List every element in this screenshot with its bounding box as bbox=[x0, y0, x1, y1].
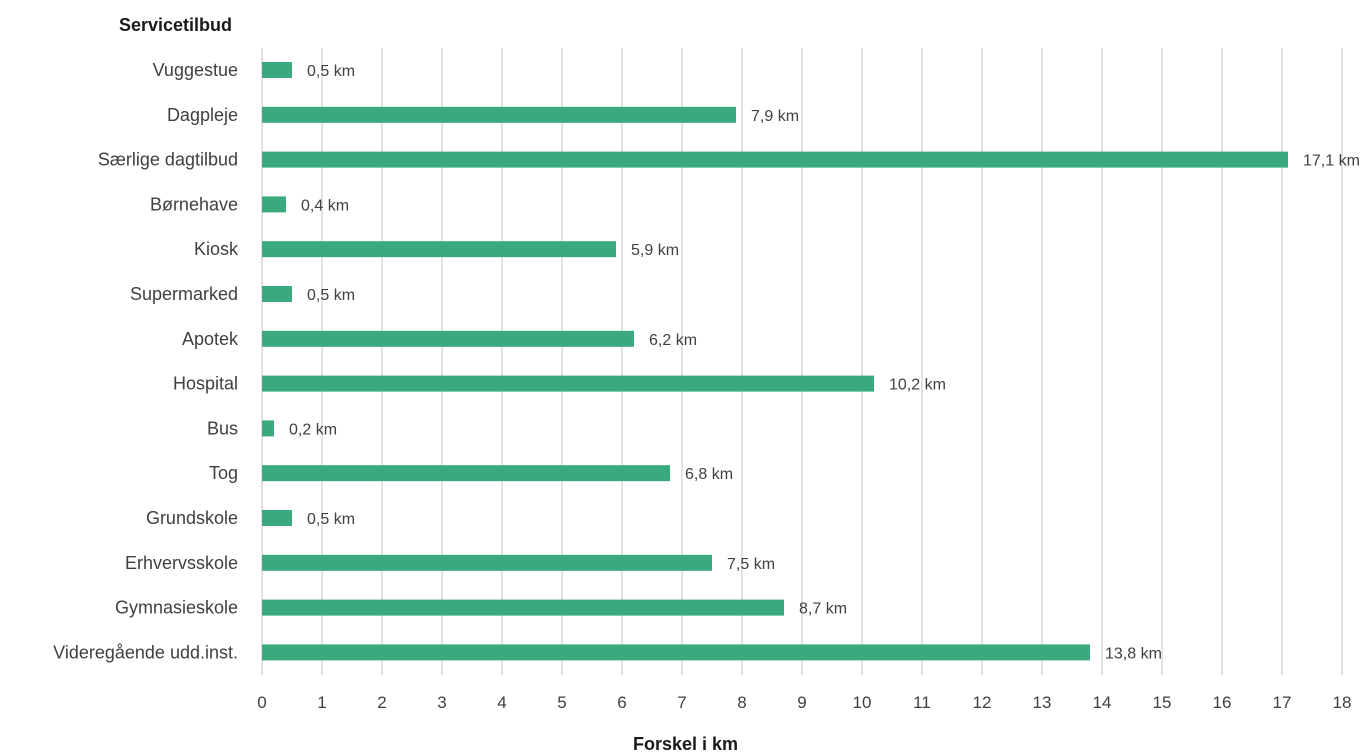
x-tick-label: 16 bbox=[1213, 693, 1232, 712]
bar bbox=[262, 599, 784, 616]
x-tick-label: 15 bbox=[1153, 693, 1172, 712]
data-label: 5,9 km bbox=[631, 242, 679, 259]
bar bbox=[262, 644, 1090, 661]
category-labels: Vuggestue Dagpleje Særlige dagtilbud Børneh… bbox=[53, 60, 239, 662]
x-tick-label: 12 bbox=[973, 693, 992, 712]
category-label: Grundskole bbox=[146, 508, 238, 528]
x-tick-label: 7 bbox=[677, 693, 686, 712]
data-label: 7,5 km bbox=[727, 556, 775, 573]
data-label: 10,2 km bbox=[889, 377, 946, 394]
x-tick-label: 8 bbox=[737, 693, 746, 712]
category-label: Erhvervsskole bbox=[125, 553, 238, 573]
bar bbox=[262, 286, 292, 302]
bar bbox=[262, 62, 292, 78]
data-label: 0,5 km bbox=[307, 511, 355, 528]
bar bbox=[262, 554, 712, 571]
x-axis-title: Forskel i km bbox=[632, 734, 739, 754]
data-label: 0,5 km bbox=[307, 287, 355, 304]
category-label: Særlige dagtilbud bbox=[98, 150, 238, 170]
bar bbox=[262, 151, 1288, 168]
x-tick-labels: 0 1 2 3 4 5 6 7 8 9 10 11 12 13 14 15 16 17 18 bbox=[257, 693, 1351, 712]
x-tick-label: 3 bbox=[437, 693, 446, 712]
bars bbox=[262, 62, 1288, 661]
bar bbox=[262, 196, 286, 213]
y-axis-title: Servicetilbud bbox=[119, 15, 233, 35]
x-tick-label: 18 bbox=[1333, 693, 1352, 712]
bar bbox=[262, 375, 874, 392]
data-label: 7,9 km bbox=[751, 108, 799, 125]
category-label: Videregående udd.inst. bbox=[53, 642, 238, 662]
data-label: 0,2 km bbox=[289, 421, 337, 438]
x-tick-label: 11 bbox=[913, 693, 931, 712]
x-tick-label: 4 bbox=[497, 693, 506, 712]
x-tick-label: 17 bbox=[1273, 693, 1292, 712]
data-label: 6,2 km bbox=[649, 332, 697, 349]
category-label: Apotek bbox=[182, 329, 239, 349]
x-tick-label: 10 bbox=[853, 693, 872, 712]
category-label: Vuggestue bbox=[153, 60, 238, 80]
category-label: Kiosk bbox=[194, 239, 239, 259]
x-tick-label: 2 bbox=[377, 693, 386, 712]
category-label: Tog bbox=[209, 463, 238, 483]
x-tick-label: 6 bbox=[617, 693, 626, 712]
data-labels: 0,5 km 7,9 km 17,1 km 0,4 km 5,9 km 0,5 km 6,2… bbox=[289, 63, 1360, 662]
data-label: 13,8 km bbox=[1105, 645, 1162, 662]
category-label: Gymnasieskole bbox=[115, 598, 238, 618]
data-label: 8,7 km bbox=[799, 601, 847, 618]
data-label: 6,8 km bbox=[685, 466, 733, 483]
x-tick-label: 0 bbox=[257, 693, 266, 712]
x-tick-label: 1 bbox=[317, 693, 326, 712]
bar bbox=[262, 106, 736, 123]
data-label: 17,1 km bbox=[1303, 153, 1360, 170]
category-label: Dagpleje bbox=[167, 105, 238, 125]
category-label: Supermarked bbox=[130, 284, 238, 304]
data-label: 0,4 km bbox=[301, 197, 349, 214]
data-label: 0,5 km bbox=[307, 63, 355, 80]
category-label: Børnehave bbox=[150, 194, 238, 214]
category-label: Hospital bbox=[173, 374, 238, 394]
bar bbox=[262, 465, 670, 482]
category-label: Bus bbox=[207, 418, 238, 438]
bar bbox=[262, 510, 292, 526]
bar bbox=[262, 330, 634, 347]
x-tick-label: 5 bbox=[557, 693, 566, 712]
gridlines bbox=[261, 48, 1343, 675]
x-tick-label: 13 bbox=[1033, 693, 1052, 712]
x-tick-label: 9 bbox=[797, 693, 806, 712]
bar bbox=[262, 420, 274, 437]
x-tick-label: 14 bbox=[1093, 693, 1112, 712]
bar bbox=[262, 241, 616, 258]
